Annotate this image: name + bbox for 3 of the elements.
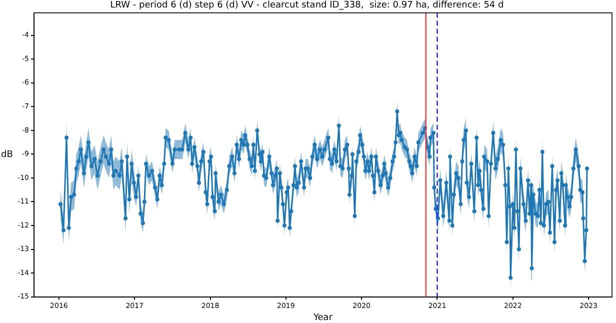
x-axis-title: Year [312, 312, 333, 323]
chart-title: LRW - period 6 (d) step 6 (d) VV - clearcut stand ID_338, size: 0.97 ha, difference: 54 d [110, 0, 504, 11]
y-axis-title: dB [1, 150, 13, 160]
